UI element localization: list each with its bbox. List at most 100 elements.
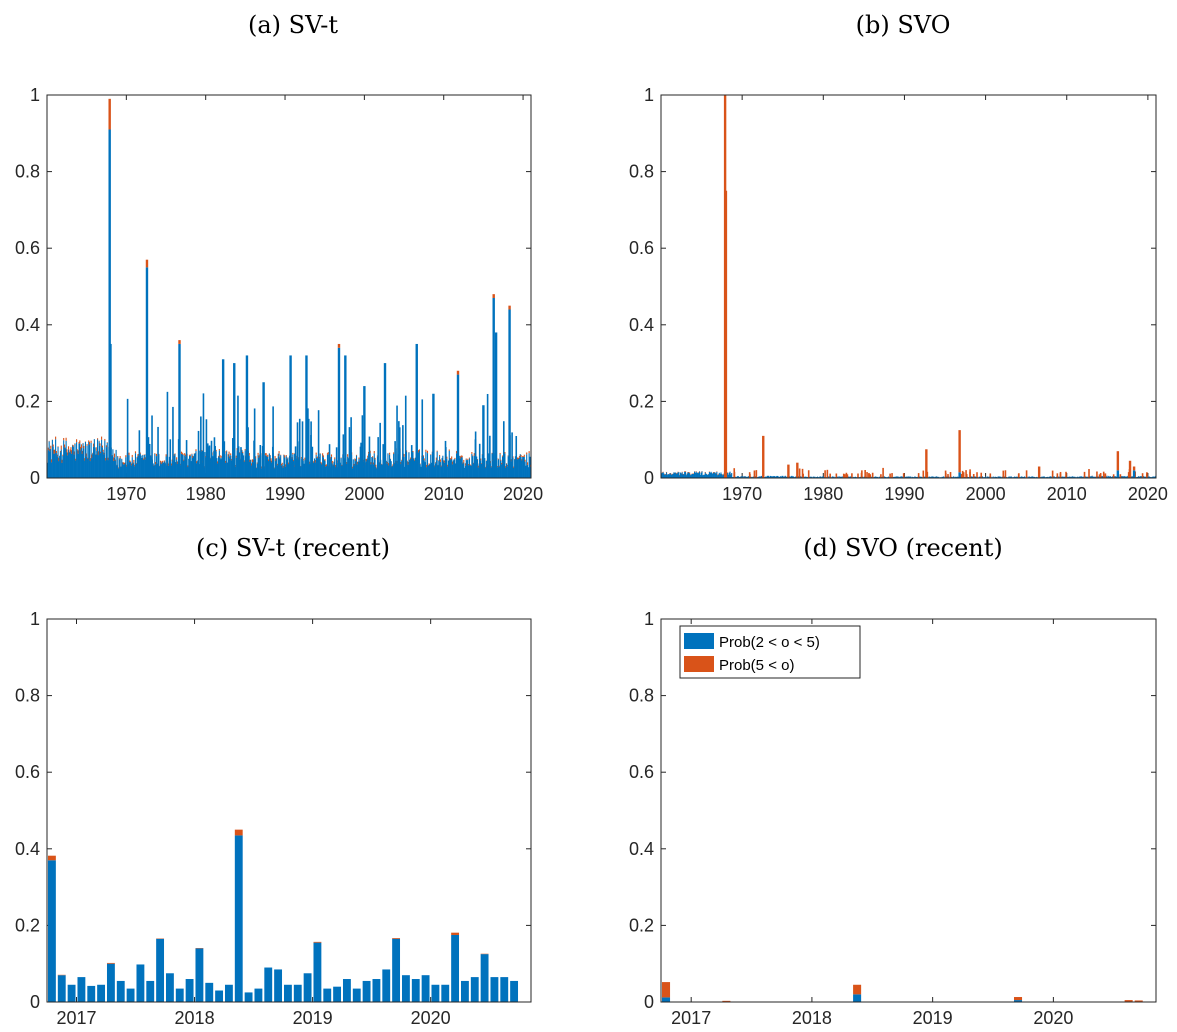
bar-orange: [111, 455, 113, 456]
bar-blue: [351, 468, 354, 478]
bar-blue: [776, 475, 778, 478]
bar-blue: [352, 988, 361, 1002]
bar-orange: [74, 443, 76, 445]
bar-blue: [819, 476, 821, 478]
bar-spike: [478, 443, 481, 478]
bar-blue: [1131, 476, 1133, 478]
bar-orange: [370, 462, 372, 465]
bar-blue: [1122, 476, 1124, 478]
bar-blue: [153, 465, 155, 478]
bar-orange: [113, 457, 115, 461]
bar-orange: [215, 449, 217, 452]
bar-orange: [392, 938, 401, 939]
bar-blue: [694, 472, 696, 478]
bar-blue: [1081, 476, 1083, 478]
bar-blue: [1071, 476, 1073, 478]
bar-blue: [760, 475, 762, 478]
bar-blue: [216, 458, 218, 478]
bar-blue: [470, 465, 472, 478]
bar-blue: [367, 457, 369, 478]
bar-spike: [307, 418, 310, 478]
bar-blue: [365, 461, 367, 478]
bar-orange: [251, 459, 253, 463]
bar-blue: [251, 462, 253, 478]
bar-blue: [258, 457, 260, 478]
bar-orange: [55, 451, 57, 454]
bar-blue: [426, 467, 428, 478]
bar-spike: [1056, 473, 1059, 478]
bar-blue: [393, 453, 395, 478]
bar-blue: [323, 459, 325, 478]
bar-blue: [905, 476, 907, 478]
panel-a-plot: 0 0.2 0.4 0.6 0.8 1 1970 1980 1990 2000 2010 2020: [15, 85, 543, 504]
bar-orange-spike: [492, 294, 495, 298]
bar-orange-spike: [1037, 466, 1041, 478]
bar-blue: [771, 476, 773, 478]
bar-blue: [423, 460, 425, 478]
bar-blue: [409, 459, 411, 478]
bar-blue: [1057, 476, 1059, 478]
bar-orange: [284, 455, 286, 458]
bar-blue: [736, 476, 738, 478]
bar-blue: [400, 464, 402, 478]
bar-spike: [945, 472, 947, 478]
bar-orange: [196, 461, 198, 464]
bar-blue: [773, 475, 775, 478]
bar-blue: [372, 464, 374, 478]
bar-blue: [956, 476, 958, 478]
bar-blue: [665, 472, 668, 478]
bar-blue: [325, 466, 327, 478]
bar-blue: [820, 476, 822, 478]
bar-blue: [303, 463, 305, 478]
bar-blue: [218, 450, 220, 478]
bar-spike: [1004, 470, 1007, 478]
bar-blue-spike: [482, 405, 485, 478]
bar-blue: [173, 455, 175, 478]
x-tick-label: 2020: [1033, 1008, 1073, 1028]
bar-blue: [930, 476, 932, 478]
bar-spike: [294, 446, 297, 478]
bar-spike: [404, 395, 407, 478]
bar-blue: [187, 467, 189, 478]
bar-spike: [753, 470, 756, 478]
bar-blue-spike: [958, 472, 961, 478]
bar-blue: [158, 454, 160, 478]
bar-orange: [59, 450, 62, 453]
bar-blue: [933, 476, 935, 478]
bar-blue: [1123, 476, 1125, 478]
bar-blue: [193, 453, 195, 478]
bar-orange: [242, 451, 244, 453]
bar-blue: [500, 977, 509, 1002]
x-tick-label: 2000: [344, 484, 384, 504]
bar-blue: [740, 476, 742, 478]
bar-blue: [878, 476, 880, 478]
bar-orange: [105, 445, 107, 448]
bar-spike: [835, 473, 838, 478]
bar-blue: [1124, 476, 1126, 478]
bar-spike: [1098, 474, 1101, 478]
bar-spike: [748, 472, 751, 478]
bar-blue: [77, 453, 79, 478]
bar-orange: [526, 462, 529, 465]
y-tick-label: 1: [30, 609, 40, 629]
bar-orange: [524, 459, 526, 462]
bar-blue: [681, 472, 683, 478]
bar-orange: [501, 462, 503, 465]
bar-blue: [792, 476, 794, 478]
bar-blue-spike: [245, 355, 249, 478]
bar-blue: [1126, 476, 1128, 478]
bar-blue: [460, 458, 462, 478]
bar-spike: [801, 468, 804, 478]
bar-spike: [851, 473, 853, 478]
bar-blue: [521, 460, 523, 478]
bar-blue: [811, 476, 813, 478]
bar-spike: [1002, 470, 1005, 478]
bar-blue: [684, 471, 687, 478]
bar-blue: [737, 476, 739, 478]
bar-orange: [119, 456, 121, 458]
bar-blue: [99, 445, 101, 478]
bar-blue: [1085, 476, 1087, 478]
bar-blue: [669, 473, 671, 478]
bar-orange: [73, 451, 75, 455]
bar-orange-spike: [1128, 460, 1132, 478]
